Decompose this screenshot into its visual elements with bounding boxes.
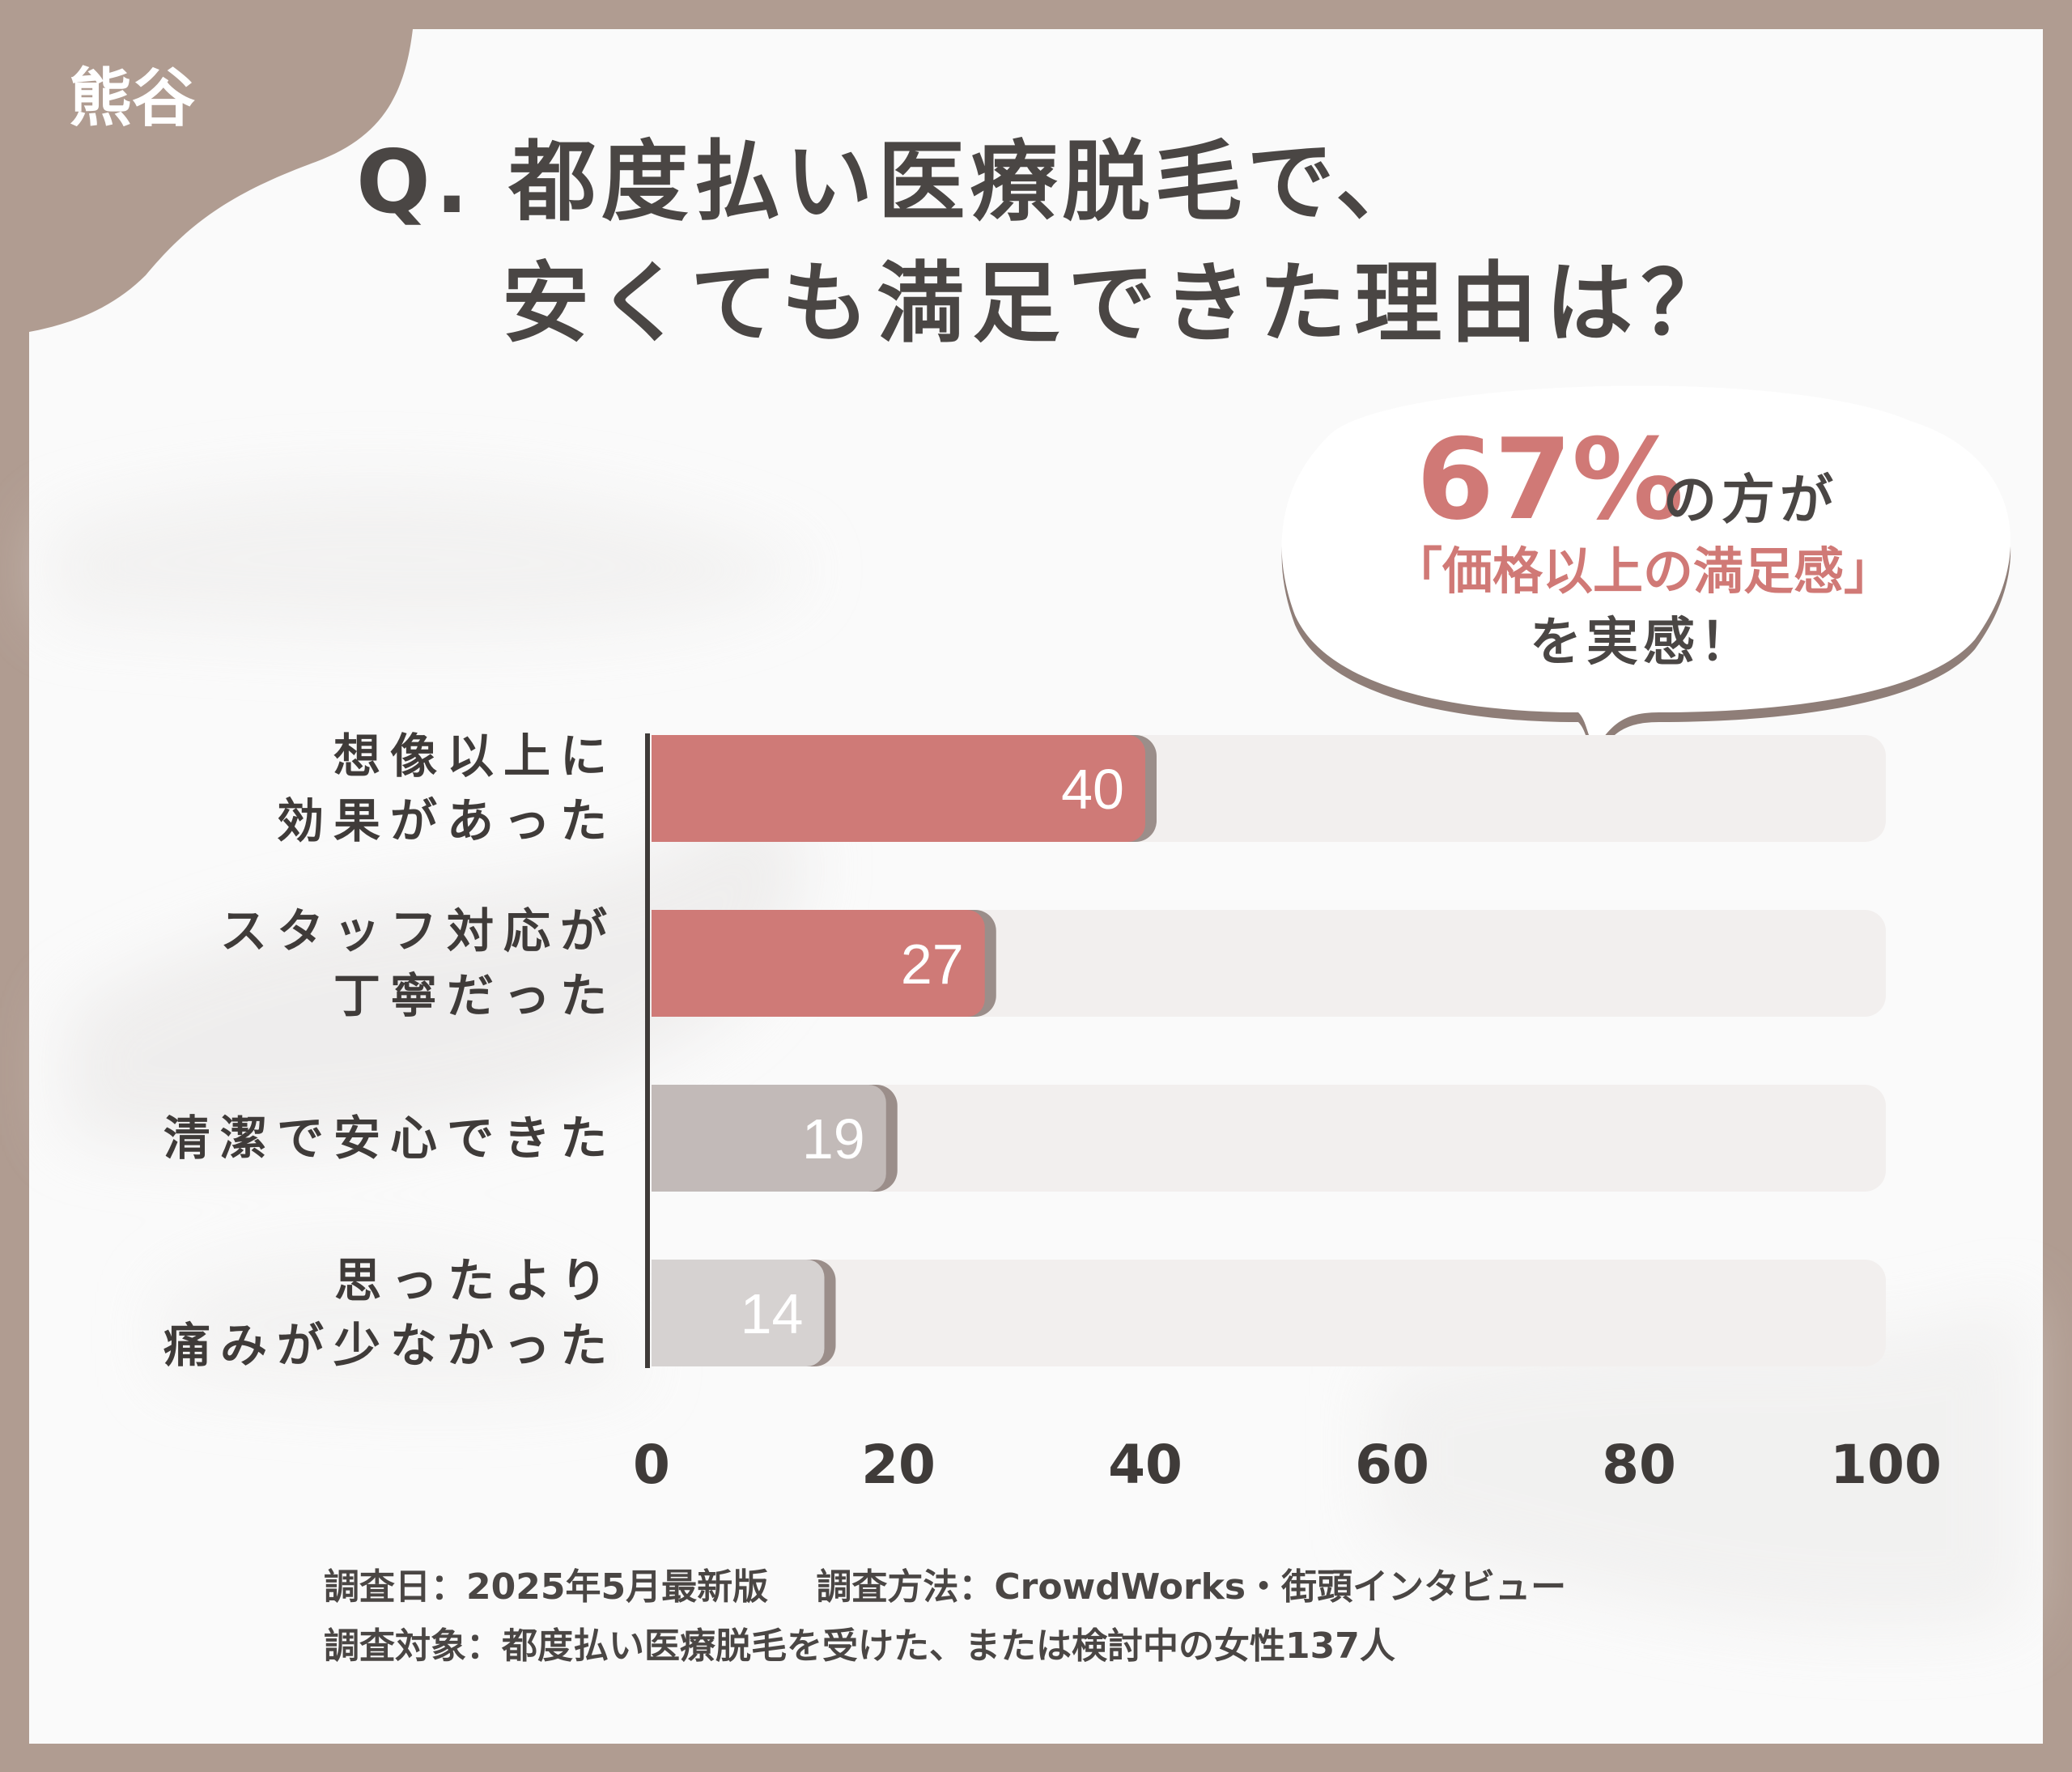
- x-tick-label: 40: [1108, 1434, 1182, 1496]
- title-line-2: 安くても満足できた理由は？: [502, 253, 1736, 355]
- x-tick-label: 60: [1355, 1434, 1429, 1496]
- callout-bubble: 67% の方が 「価格以上の満足感」 を実感！: [1281, 385, 2011, 809]
- x-tick-label: 100: [1830, 1434, 1942, 1496]
- bar-value-label: 14: [741, 1282, 804, 1345]
- category-label: 思ったより: [334, 1253, 617, 1308]
- bar-value-label: 19: [802, 1107, 865, 1171]
- footer-line-2: 調査対象：都度払い医療脱毛を受けた、または検討中の女性137人: [324, 1625, 1395, 1667]
- callout-line-3: を実感！: [1530, 613, 1756, 673]
- callout-bubble-body: [1281, 385, 2011, 749]
- bar-left-fill: [652, 1085, 676, 1192]
- corner-tab: [29, 29, 413, 332]
- callout-after-percent: の方が: [1663, 469, 1838, 531]
- bar-left-fill: [652, 1260, 676, 1366]
- bar-value-label: 40: [1061, 758, 1124, 821]
- bar-value-label: 27: [901, 933, 964, 996]
- category-label: 効果があった: [277, 793, 617, 848]
- category-label: 痛みが少なかった: [163, 1318, 617, 1373]
- bar: [652, 1260, 825, 1366]
- category-label: スタッフ対応が: [220, 903, 617, 958]
- bar: [652, 1085, 886, 1192]
- bar-track: [652, 1085, 1886, 1192]
- footer-line-1: 調査日：2025年5月最新版 調査方法：CrowdWorks・街頭インタビュー: [324, 1566, 1566, 1608]
- bar-left-fill: [652, 735, 676, 842]
- bar-left-fill: [652, 910, 676, 1017]
- x-tick-label: 80: [1602, 1434, 1676, 1496]
- category-label: 想像以上に: [333, 729, 617, 784]
- callout-percent: 67%: [1416, 414, 1684, 545]
- title-line-1: Q. 都度払い医療脱毛で、: [356, 132, 1428, 233]
- bar: [652, 910, 985, 1017]
- category-label: 清潔で安心できた: [163, 1111, 617, 1166]
- corner-tag-label: 熊谷: [69, 62, 195, 135]
- category-label: 丁寧だった: [333, 968, 617, 1023]
- panel-shadow-decoration: [49, 482, 2023, 1630]
- callout-line-2: 「価格以上の満足感」: [1392, 542, 1894, 601]
- bar-track: [652, 1260, 1886, 1366]
- x-tick-label: 20: [861, 1434, 936, 1496]
- x-tick-label: 0: [633, 1434, 670, 1496]
- bar: [652, 735, 1145, 842]
